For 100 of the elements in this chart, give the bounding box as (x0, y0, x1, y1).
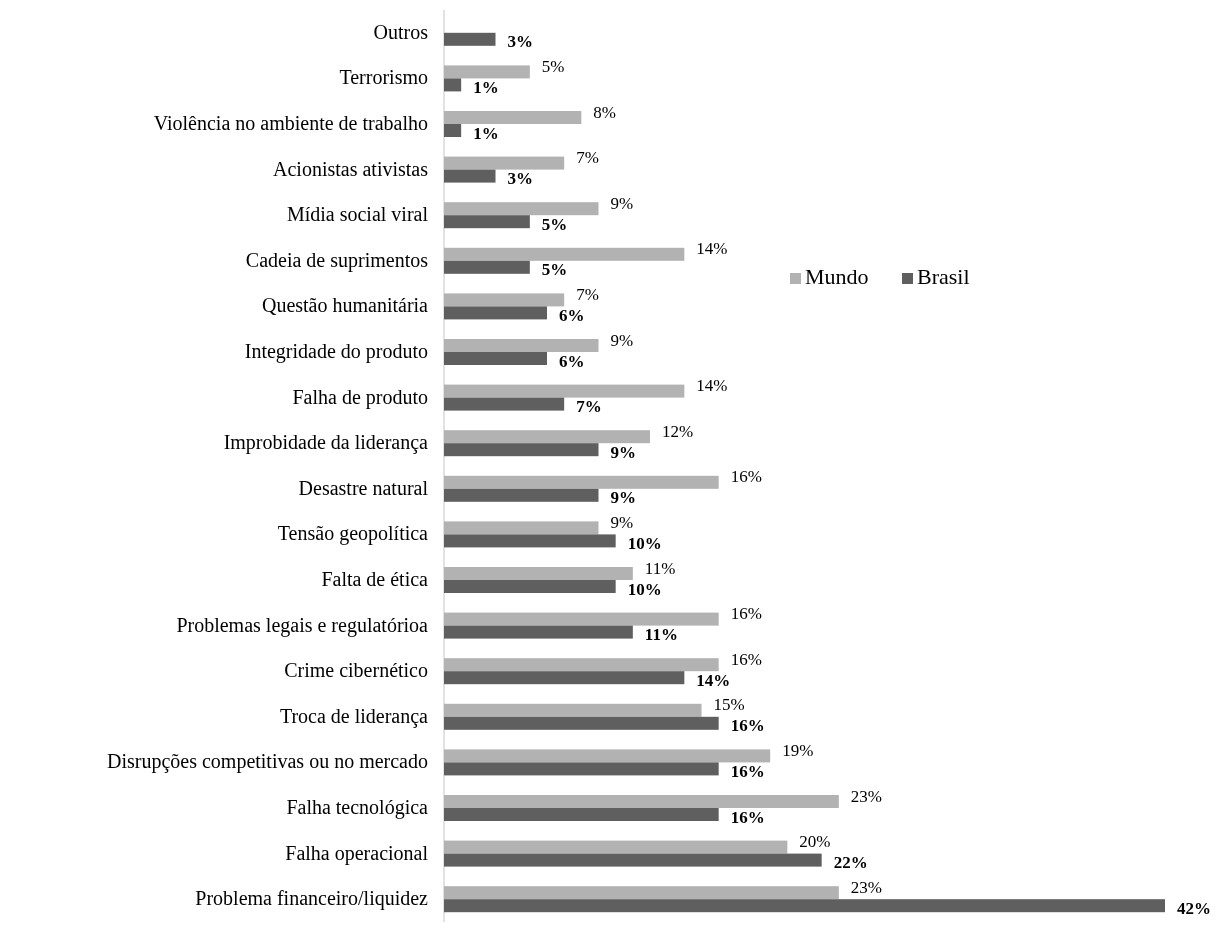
bar (444, 32, 496, 46)
data-label: 3% (507, 169, 533, 189)
data-label: 5% (541, 56, 565, 76)
data-label: 7% (576, 148, 599, 168)
y-tick-label: Crime cibernético (284, 659, 428, 682)
data-label: 42% (1177, 898, 1211, 918)
bar (444, 156, 565, 170)
bar (444, 352, 547, 365)
y-tick-label: Falha tecnológica (286, 796, 429, 819)
data-label: 9% (610, 330, 634, 350)
data-label: 7% (576, 284, 599, 304)
data-label: 14% (696, 376, 728, 396)
data-label: 3% (507, 32, 533, 52)
data-label: 16% (730, 716, 765, 736)
data-label: 9% (610, 512, 634, 532)
bar (444, 749, 771, 763)
bar (444, 488, 599, 502)
data-label: 10% (627, 579, 662, 599)
data-label: 6% (559, 351, 585, 371)
bar (444, 202, 599, 216)
data-label: 16% (730, 467, 762, 487)
bar (444, 169, 496, 183)
y-tick-label: Disrupções competitivas ou no mercado (106, 750, 428, 774)
data-label: 7% (576, 397, 602, 417)
y-tick-label: Integridade do produto (244, 340, 428, 363)
bar (444, 795, 839, 808)
y-tick-label: Falta de ética (321, 568, 429, 590)
bar (444, 625, 633, 639)
bar (444, 260, 530, 274)
bar (444, 671, 685, 685)
y-tick-label: Terrorismo (339, 66, 428, 89)
data-label: 14% (696, 670, 731, 690)
data-label: 12% (662, 421, 694, 441)
data-label: 5% (541, 214, 568, 234)
bar (444, 215, 530, 229)
data-label: 9% (610, 488, 636, 508)
bar (444, 293, 565, 307)
bar (444, 443, 599, 457)
bar (444, 534, 616, 548)
legend-label: Mundo (805, 264, 869, 289)
bar (444, 430, 650, 444)
bar (444, 840, 788, 854)
data-label: 16% (730, 807, 765, 827)
bar (444, 703, 702, 717)
bar (444, 567, 633, 580)
y-tick-label: Questão humanitária (261, 294, 429, 317)
data-label: 15% (713, 695, 745, 715)
y-tick-label: Improbidade da liderança (223, 431, 429, 455)
data-label: 16% (730, 761, 765, 781)
y-tick-label: Problemas legais e regulatórioa (176, 613, 429, 637)
bar (444, 716, 719, 730)
data-label: 19% (782, 740, 814, 760)
y-tick-label: Problema financeiro/liquidez (195, 887, 429, 911)
data-label: 11% (644, 625, 678, 645)
y-tick-label: Falha operacional (285, 841, 429, 865)
bar (444, 521, 599, 535)
bar (444, 886, 839, 900)
data-label: 11% (644, 558, 676, 578)
bar (444, 78, 462, 92)
y-tick-label: Outros (373, 20, 429, 43)
bar (444, 658, 719, 672)
data-label: 20% (799, 832, 831, 852)
bar (444, 306, 547, 320)
y-tick-label: Cadeia de suprimentos (245, 248, 429, 272)
data-label: 6% (559, 305, 585, 325)
bar (444, 853, 822, 867)
bar (444, 339, 599, 352)
bar (444, 475, 719, 489)
bar (444, 612, 719, 626)
data-label: 10% (627, 533, 662, 553)
bar (444, 397, 565, 411)
data-label: 8% (593, 102, 617, 122)
data-label: 16% (730, 649, 762, 669)
bar (444, 808, 719, 821)
bar (444, 111, 582, 124)
bar (444, 899, 1165, 913)
y-tick-label: Tensão geopolítica (277, 522, 429, 546)
legend-label: Brasil (917, 264, 970, 289)
bar (444, 384, 685, 398)
data-label: 5% (541, 260, 568, 280)
data-label: 16% (730, 604, 762, 624)
y-tick-label: Troca de liderança (279, 704, 429, 728)
y-tick-label: Violência no ambiente de trabalho (153, 112, 428, 134)
data-label: 9% (610, 442, 636, 462)
bar (444, 580, 616, 593)
bar (444, 247, 685, 261)
y-tick-label: Acionistas ativistas (273, 157, 429, 180)
y-tick-label: Falha de produto (292, 385, 428, 409)
data-label: 23% (850, 786, 883, 806)
y-tick-label: Desastre natural (298, 476, 429, 499)
data-label: 1% (473, 77, 499, 97)
data-label: 14% (696, 239, 728, 259)
bar (444, 124, 462, 137)
data-label: 1% (473, 123, 499, 143)
y-tick-label: Mídia social viral (286, 203, 429, 226)
bar (444, 762, 719, 776)
data-label: 23% (850, 877, 883, 897)
data-label: 22% (833, 853, 868, 873)
bar (444, 65, 530, 79)
data-label: 9% (610, 193, 634, 213)
